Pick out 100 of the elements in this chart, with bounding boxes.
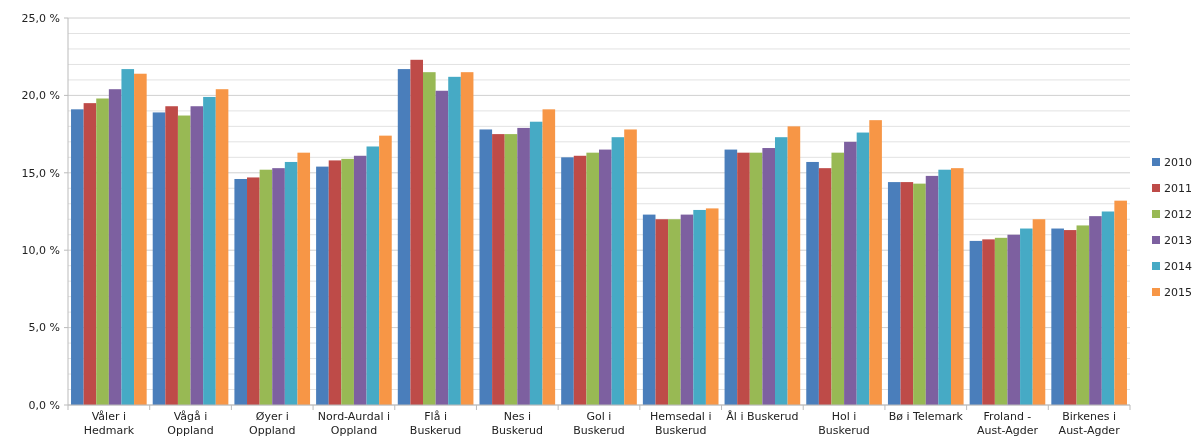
bar xyxy=(259,169,273,405)
bar xyxy=(316,166,329,405)
bar xyxy=(680,214,694,405)
bar xyxy=(1007,234,1021,405)
bar xyxy=(561,157,574,405)
bar xyxy=(1063,230,1077,405)
x-tick-label: Gol i Buskerud xyxy=(573,410,625,437)
bar xyxy=(121,69,135,405)
bar xyxy=(749,152,763,405)
bar xyxy=(787,126,801,405)
x-tick-label: Øyer i Oppland xyxy=(249,410,296,437)
bar xyxy=(1101,211,1115,405)
y-tick-label: 20,0 % xyxy=(21,89,60,103)
bar xyxy=(341,158,354,405)
bar xyxy=(642,214,656,405)
y-tick-label: 15,0 % xyxy=(21,166,60,180)
bar xyxy=(479,129,493,405)
bar xyxy=(599,149,612,405)
bar xyxy=(529,121,543,405)
bar xyxy=(435,90,449,405)
bar xyxy=(844,141,857,405)
bar xyxy=(328,160,342,405)
bar xyxy=(1020,228,1033,405)
bar xyxy=(913,183,926,405)
x-tick-label: Birkenes i Aust-Agder xyxy=(1058,410,1121,437)
legend-label: 2011 xyxy=(1164,181,1192,195)
legend-label: 2014 xyxy=(1164,259,1192,273)
y-tick-label: 5,0 % xyxy=(28,321,60,335)
bar xyxy=(517,127,530,405)
bar xyxy=(831,152,845,405)
bar xyxy=(969,240,983,405)
x-tick-label: Våler i Hedmark xyxy=(83,410,135,437)
x-tick-label: Vågå i Oppland xyxy=(167,410,214,437)
x-tick-label: Ål i Buskerud xyxy=(726,410,799,423)
bar xyxy=(1032,219,1046,405)
x-tick-label: Flå i Buskerud xyxy=(409,410,462,437)
bar xyxy=(925,175,939,405)
bar xyxy=(71,109,84,405)
x-tick-label: Bø i Telemark xyxy=(888,410,964,423)
bar xyxy=(624,129,637,405)
bar xyxy=(177,115,191,405)
bar xyxy=(611,137,625,405)
bar xyxy=(737,152,750,405)
bar xyxy=(234,178,248,405)
bar xyxy=(423,72,436,405)
bar xyxy=(655,219,669,405)
bar xyxy=(272,168,285,405)
bar xyxy=(190,106,204,405)
bar xyxy=(353,155,367,405)
bar xyxy=(247,177,260,405)
bar xyxy=(869,120,882,405)
bar xyxy=(410,59,424,405)
bar xyxy=(379,135,392,405)
bar xyxy=(397,69,411,405)
y-tick-label: 10,0 % xyxy=(21,244,60,258)
legend-label: 2013 xyxy=(1164,233,1192,247)
x-tick-label: Nes i Buskerud xyxy=(491,410,544,437)
bar xyxy=(134,73,147,405)
bar xyxy=(982,239,995,405)
bar xyxy=(774,137,788,405)
bar xyxy=(668,219,681,405)
bar xyxy=(460,72,474,405)
bar xyxy=(724,149,738,405)
y-tick-label: 25,0 % xyxy=(21,11,60,25)
bar xyxy=(448,76,461,405)
bar xyxy=(818,168,832,405)
bar xyxy=(1076,225,1090,405)
bar xyxy=(586,152,599,405)
x-tick-label: Hol i Buskerud xyxy=(818,410,870,437)
bar xyxy=(152,112,166,405)
bar xyxy=(693,209,706,405)
x-tick-label: Froland - Aust-Agder xyxy=(976,410,1039,437)
bar xyxy=(165,106,178,405)
bar xyxy=(297,152,311,405)
bar xyxy=(492,134,505,405)
bar xyxy=(203,96,216,405)
bar xyxy=(542,109,556,405)
x-tick-label: Hemsedal i Buskerud xyxy=(649,410,712,437)
bar xyxy=(215,89,229,405)
bar xyxy=(1089,216,1102,405)
bar xyxy=(938,169,951,405)
bar xyxy=(1051,228,1064,405)
bar xyxy=(705,208,719,405)
bar xyxy=(83,103,97,405)
bar xyxy=(96,98,109,405)
bar xyxy=(1114,200,1127,405)
bar xyxy=(900,182,914,405)
bar xyxy=(108,89,122,405)
legend-label: 2012 xyxy=(1164,207,1192,221)
y-tick-label: 0,0 % xyxy=(28,398,60,412)
bar xyxy=(284,161,298,405)
x-tick-label: Nord-Aurdal i Oppland xyxy=(317,410,390,437)
bar xyxy=(366,146,380,405)
bar xyxy=(994,237,1008,405)
bar xyxy=(806,161,819,405)
bar xyxy=(856,132,870,405)
bar xyxy=(504,134,518,405)
legend-label: 2015 xyxy=(1164,285,1192,299)
legend-label: 2010 xyxy=(1164,155,1192,169)
bar xyxy=(887,182,901,405)
